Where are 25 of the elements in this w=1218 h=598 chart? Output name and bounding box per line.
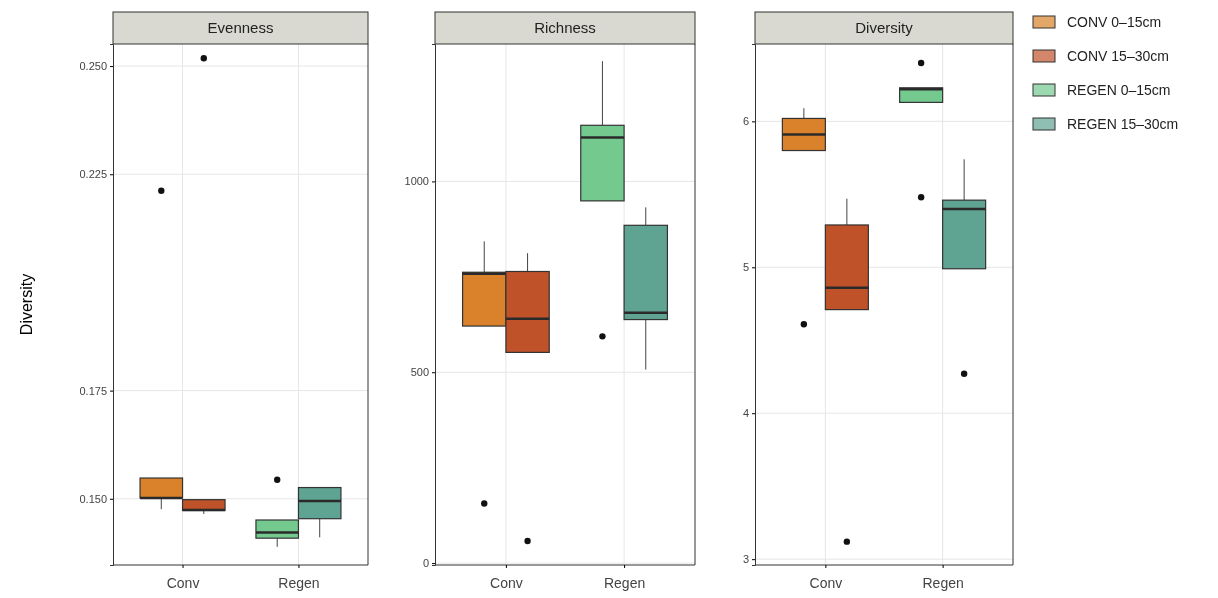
legend-label: REGEN 15–30cm: [1067, 116, 1179, 132]
x-tick-label: Regen: [922, 574, 964, 591]
x-tick-label: Conv: [809, 574, 843, 591]
chart-title: Diversity: [855, 19, 914, 36]
chart-title: Evenness: [207, 19, 274, 36]
y-tick-label: 1000: [404, 175, 429, 188]
legend-label: CONV 0–15cm: [1067, 14, 1162, 30]
y-axis-title: Diversity: [18, 273, 35, 336]
y-tick-label: 0.175: [79, 384, 107, 397]
x-tick-label: Conv: [166, 574, 200, 591]
y-tick-label: 4: [742, 407, 749, 420]
y-tick-label: 3: [742, 553, 749, 566]
y-tick-label: 0: [422, 557, 429, 570]
x-tick-label: Regen: [278, 574, 320, 591]
y-tick-label: 0.150: [79, 492, 107, 505]
x-tick-label: Regen: [603, 574, 646, 591]
y-tick-label: 0.250: [79, 60, 107, 73]
x-tick-label: Conv: [490, 574, 523, 591]
y-tick-label: 500: [410, 366, 429, 379]
y-tick-label: 5: [742, 261, 749, 274]
legend-label: REGEN 0–15cm: [1067, 82, 1171, 98]
y-tick-label: 0.225: [79, 168, 107, 181]
chart-title: Richness: [534, 19, 596, 36]
y-tick-label: 6: [742, 115, 749, 128]
legend-label: CONV 15–30cm: [1067, 48, 1169, 64]
